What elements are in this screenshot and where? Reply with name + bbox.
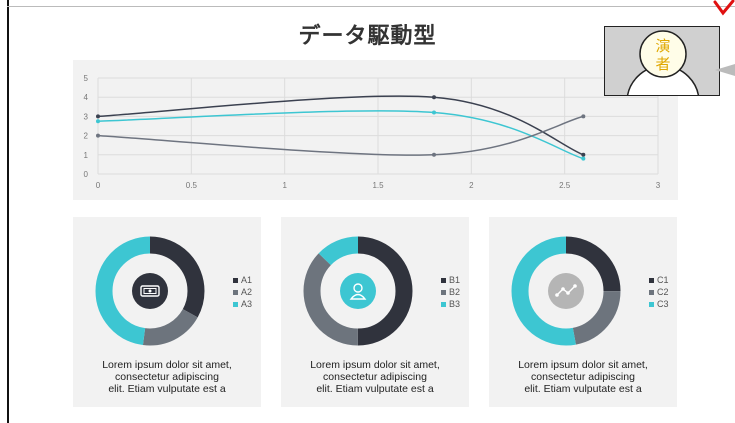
legend-item: B2 <box>441 286 460 298</box>
legend-label: C3 <box>657 299 669 309</box>
description-line: Lorem ipsum dolor sit amet, <box>102 359 232 371</box>
line-chart-svg: 0 1 2 3 4 5 0 0.5 1 1.5 2 2.5 3 <box>84 74 661 190</box>
y-tick-label: 2 <box>84 132 89 141</box>
presenter-badge-text-1: 演 <box>655 37 670 55</box>
donut-chart-b <box>303 236 413 346</box>
presenter-badge-text-2: 者 <box>655 55 670 73</box>
line-chart: 0 1 2 3 4 5 0 0.5 1 1.5 2 2.5 3 <box>73 60 678 200</box>
y-tick-label: 3 <box>84 112 89 121</box>
data-point <box>96 133 100 138</box>
presenter-avatar-icon: 演 者 <box>605 27 719 95</box>
y-tick-label: 4 <box>84 93 89 102</box>
legend-item: A1 <box>233 274 252 286</box>
data-point <box>432 152 436 157</box>
legend-swatch <box>233 289 238 295</box>
donut-center <box>340 273 376 309</box>
donut-slice-3 <box>511 236 621 346</box>
card-description: Lorem ipsum dolor sit amet, consectetur … <box>285 359 465 395</box>
legend-label: B2 <box>449 287 461 297</box>
donut-chart-c <box>511 236 621 346</box>
legend-label: C2 <box>657 287 669 297</box>
x-tick-label: 0 <box>96 181 101 190</box>
slide-title: データ駆動型 <box>298 24 437 49</box>
description-line: elit. Etiam vulputate est a <box>108 383 226 395</box>
legend-label: C1 <box>657 275 669 285</box>
legend-item: C3 <box>649 298 669 310</box>
donut-slice-3 <box>303 236 413 346</box>
user-icon <box>349 283 367 300</box>
legend-item: C2 <box>649 286 669 298</box>
data-point <box>581 156 586 161</box>
legend-label: A1 <box>241 275 253 285</box>
donut-card-c: C1 C2 C3 Lorem ipsum dolor sit amet, con… <box>489 217 677 407</box>
description-line: consectetur adipiscing <box>115 371 219 383</box>
data-point <box>581 152 586 157</box>
legend-c: C1 C2 C3 <box>649 274 669 310</box>
legend-label: A2 <box>241 287 253 297</box>
card-description: Lorem ipsum dolor sit amet, consectetur … <box>493 359 673 395</box>
description-line: consectetur adipiscing <box>323 371 427 383</box>
y-tick-label: 0 <box>84 170 89 179</box>
donut-card-b: B1 B2 B3 Lorem ipsum dolor sit amet, con… <box>281 217 469 407</box>
description-line: Lorem ipsum dolor sit amet, <box>518 359 648 371</box>
data-point <box>96 114 100 119</box>
donut-slice-3 <box>95 236 205 346</box>
description-line: elit. Etiam vulputate est a <box>316 383 434 395</box>
trend-icon <box>555 284 577 297</box>
legend-item: A3 <box>233 298 252 310</box>
legend-swatch <box>649 289 654 295</box>
legend-swatch <box>233 277 238 283</box>
x-tick-label: 1.5 <box>372 181 384 190</box>
pointer-arrow-icon <box>715 64 735 76</box>
legend-b: B1 B2 B3 <box>441 274 460 310</box>
legend-swatch <box>441 289 446 295</box>
legend-swatch <box>649 301 654 307</box>
legend-item: B1 <box>441 274 460 286</box>
donut-card-a: A1 A2 A3 Lorem ipsum dolor sit amet, con… <box>73 217 261 407</box>
series-line-3 <box>97 115 584 156</box>
legend-label: A3 <box>241 299 253 309</box>
y-tick-label: 5 <box>84 74 89 83</box>
y-tick-label: 1 <box>84 151 89 160</box>
donut-chart-a <box>95 236 205 346</box>
series-line-2 <box>97 110 584 160</box>
legend-swatch <box>233 301 238 307</box>
data-point <box>432 110 436 115</box>
window-border-left <box>7 0 9 423</box>
donut-slice-2 <box>303 236 413 346</box>
legend-label: B3 <box>449 299 461 309</box>
annotation-check-icon <box>713 0 735 16</box>
legend-item: B3 <box>441 298 460 310</box>
legend-item: C1 <box>649 274 669 286</box>
description-line: consectetur adipiscing <box>531 371 635 383</box>
description-line: elit. Etiam vulputate est a <box>524 383 642 395</box>
legend-a: A1 A2 A3 <box>233 274 252 310</box>
legend-swatch <box>441 277 446 283</box>
x-tick-label: 1 <box>282 181 287 190</box>
presenter-camera-overlay[interactable]: 演 者 <box>604 26 720 96</box>
data-point <box>581 114 586 119</box>
legend-swatch <box>649 277 654 283</box>
legend-label: B1 <box>449 275 461 285</box>
series-line-1 <box>97 95 584 156</box>
data-point <box>432 95 436 100</box>
legend-swatch <box>441 301 446 307</box>
description-line: Lorem ipsum dolor sit amet, <box>310 359 440 371</box>
x-tick-label: 3 <box>656 181 661 190</box>
card-description: Lorem ipsum dolor sit amet, consectetur … <box>77 359 257 395</box>
x-tick-label: 2.5 <box>559 181 571 190</box>
window-border-top <box>7 6 735 7</box>
legend-item: A2 <box>233 286 252 298</box>
money-icon <box>140 285 160 297</box>
x-tick-label: 2 <box>469 181 474 190</box>
x-tick-label: 0.5 <box>186 181 198 190</box>
data-point <box>96 119 100 124</box>
donut-slice-2 <box>95 236 205 346</box>
